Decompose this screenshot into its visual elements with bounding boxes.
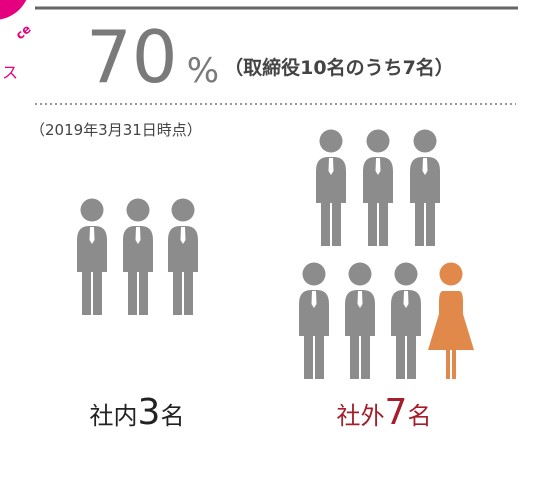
percent-value: 70	[86, 15, 178, 99]
group-unit: 名	[407, 402, 431, 430]
headline: 70 % （取締役10名のうち7名）	[86, 15, 454, 99]
corner-badge-text: ce	[13, 22, 34, 43]
inside-label: 社内3名	[90, 392, 185, 433]
outside-people	[299, 129, 474, 379]
outside-label: 社外7名	[337, 392, 432, 433]
inside-people	[77, 198, 198, 315]
group-unit: 名	[160, 402, 184, 430]
corner-label: ス	[2, 63, 18, 82]
headline-note: （取締役10名のうち7名）	[224, 56, 454, 79]
group-label: 社外	[337, 402, 385, 430]
group-count: 3	[138, 392, 161, 433]
group-count: 7	[385, 392, 408, 433]
corner-badge	[0, 0, 27, 20]
percent-sign: %	[187, 51, 219, 91]
date-note: （2019年3月31日時点）	[30, 121, 202, 139]
group-label: 社内	[90, 402, 138, 430]
